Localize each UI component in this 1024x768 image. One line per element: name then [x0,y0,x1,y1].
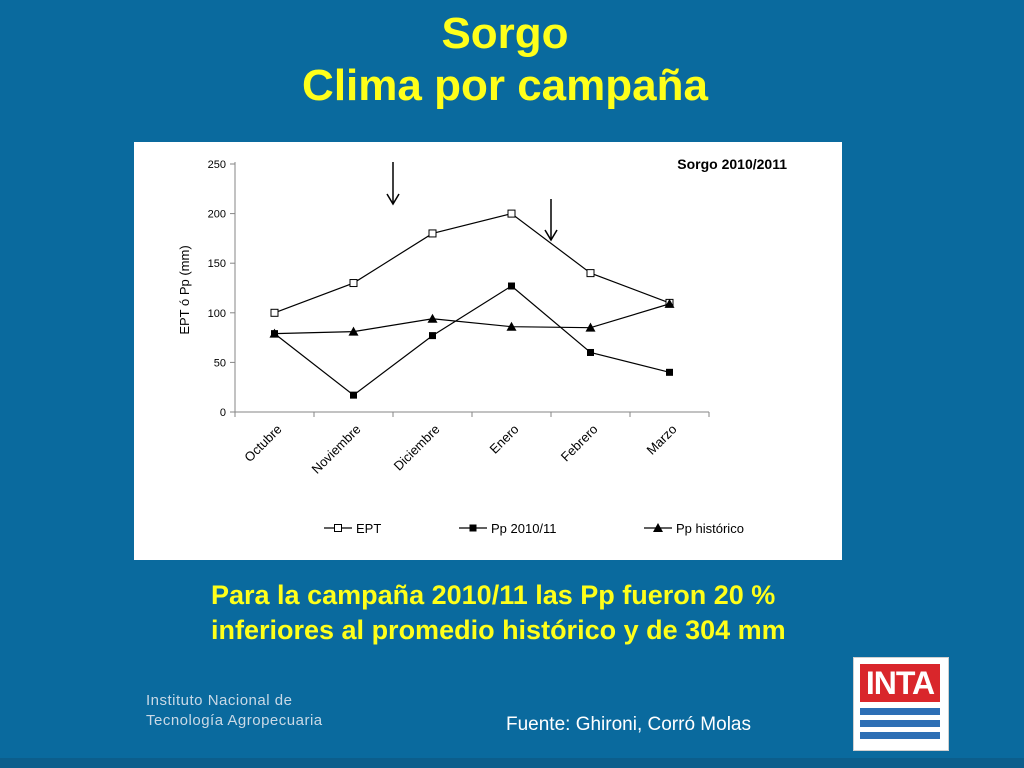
arrow-enero-febrero-head [544,229,558,242]
y-axis-label: EPT ó Pp (mm) [177,245,192,334]
logo-stripe [860,732,940,739]
series-line-1 [274,212,670,314]
inta-logo: INTA [853,657,949,751]
data-point [586,269,595,278]
institute-name: Instituto Nacional de Tecnología Agropec… [146,691,323,731]
data-point [350,391,357,399]
y-tick-label: 0 [220,407,226,419]
legend-label: EPT [356,521,381,536]
y-tick-label: 200 [208,209,226,221]
title-line-1: Sorgo [441,9,569,58]
data-point [428,229,437,238]
data-point [270,308,279,317]
logo-gap [860,727,940,732]
data-point [587,348,594,356]
data-point [664,298,675,308]
y-tick-label: 50 [214,357,226,369]
data-point [429,332,436,340]
slide-title: Sorgo Clima por campaña [0,8,1010,112]
legend-label: Pp histórico [676,521,744,536]
x-tick-label: Febrero [558,422,601,465]
y-tick-label: 250 [208,159,226,171]
institute-line-2: Tecnología Agropecuaria [146,712,323,729]
logo-stripe [860,708,940,715]
caption-text: Para la campaña 2010/11 las Pp fueron 20… [211,580,786,645]
x-tick-label: Marzo [643,422,679,458]
legend-marker [469,524,477,532]
data-point [585,322,596,332]
data-point [506,321,517,331]
series-line-3 [274,303,670,335]
institute-line-1: Instituto Nacional de [146,692,293,709]
data-point [348,326,359,336]
legend-marker [653,523,663,532]
series-line-2 [274,285,670,396]
chart-panel: 0 50 100 150 200 250 Octubre Noviembre Diciembre… [134,142,842,560]
x-tick-label: Diciembre [391,422,443,474]
data-point [508,282,515,290]
data-point [349,279,358,288]
y-tick-label: 150 [208,258,226,270]
legend-marker [334,524,342,532]
bottom-band [0,758,1024,768]
x-tick-label: Noviembre [309,422,364,477]
source-text: Fuente: Ghironi, Corró Molas [506,714,751,735]
title-line-2: Clima por campaña [302,61,708,110]
arrow-noviembre-diciembre-head [386,193,400,206]
data-point [427,313,438,323]
chart-title: Sorgo 2010/2011 [677,156,787,172]
data-point [507,209,516,218]
logo-gap [860,715,940,720]
x-tick-label: Enero [486,422,521,457]
x-tick-label: Octubre [241,422,284,465]
legend-label: Pp 2010/11 [491,521,557,536]
data-point [666,368,673,376]
logo-stripe [860,720,940,727]
data-point [269,328,280,338]
y-tick-label: 100 [208,308,226,320]
line-chart: 0 50 100 150 200 250 Octubre Noviembre Diciembre… [177,156,787,536]
logo-text: INTA [860,664,940,702]
